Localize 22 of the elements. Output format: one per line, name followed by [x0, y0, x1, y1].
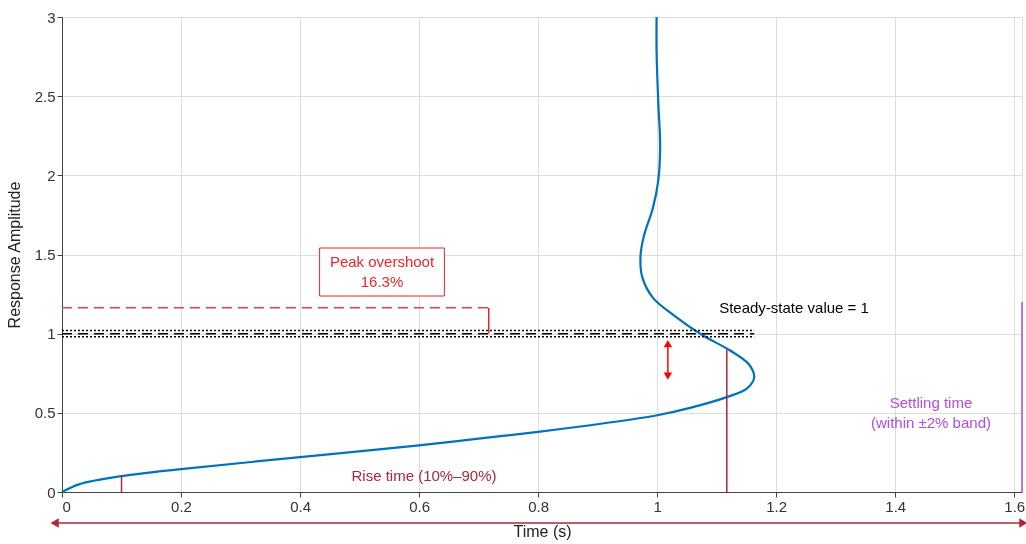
x-tick-label: 1.2 [766, 497, 788, 515]
x-axis-title: Time (s) [513, 522, 572, 540]
annotation: Peak overshoot 16.3% [329, 253, 435, 290]
x-tick-label: 1.6 [1004, 497, 1026, 515]
annotation: Settling time (within ±2% band) [871, 394, 991, 431]
annotation: Rise time (10%–90%) [351, 467, 497, 484]
x-tick-label: 1.4 [885, 497, 907, 515]
y-tick-label: 1.5 [34, 246, 56, 263]
y-tick-label: 0.5 [34, 404, 56, 422]
x-tick-label: 1 [653, 497, 662, 515]
y-tick-label: 1 [47, 325, 56, 343]
y-axis-title: Response Amplitude [5, 181, 23, 329]
y-tick-label: 2 [47, 166, 56, 184]
x-tick-label: 0 [62, 497, 71, 515]
x-tick-label: 0.6 [409, 497, 431, 515]
y-tick-label: 0 [47, 483, 56, 501]
y-tick-label: 2.5 [34, 87, 56, 105]
x-tick-label: 0.8 [528, 497, 550, 515]
x-tick-label: 0.4 [290, 497, 311, 515]
annotation: Steady-state value = 1 [719, 299, 869, 316]
x-tick-label: 0.2 [171, 497, 192, 515]
y-tick-label: 3 [47, 8, 56, 26]
